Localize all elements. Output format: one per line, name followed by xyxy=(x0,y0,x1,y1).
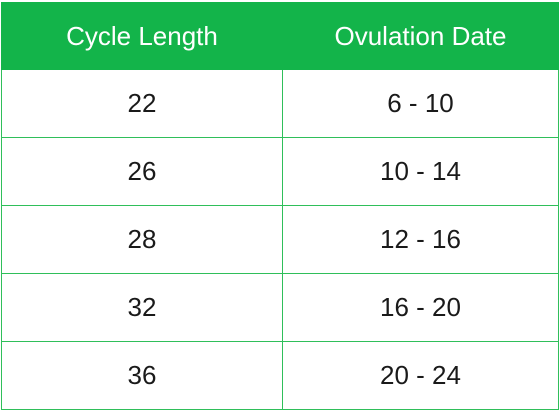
table-row: 28 12 - 16 xyxy=(1,205,559,274)
ovulation-date-cell: 6 - 10 xyxy=(282,69,559,138)
cycle-length-cell: 36 xyxy=(1,341,283,410)
table-header: Cycle Length Ovulation Date xyxy=(1,2,559,70)
cycle-length-cell: 28 xyxy=(1,205,283,274)
header-row: Cycle Length Ovulation Date xyxy=(1,2,559,70)
table-row: 36 20 - 24 xyxy=(1,341,559,410)
cycle-length-cell: 26 xyxy=(1,137,283,206)
ovulation-date-cell: 16 - 20 xyxy=(282,273,559,342)
ovulation-date-cell: 10 - 14 xyxy=(282,137,559,206)
table-body: 22 6 - 10 26 10 - 14 28 12 - 16 32 16 - … xyxy=(1,69,559,410)
ovulation-date-cell: 12 - 16 xyxy=(282,205,559,274)
header-ovulation-date: Ovulation Date xyxy=(282,2,559,70)
table-row: 22 6 - 10 xyxy=(1,69,559,138)
table-row: 32 16 - 20 xyxy=(1,273,559,342)
cycle-length-cell: 22 xyxy=(1,69,283,138)
table-row: 26 10 - 14 xyxy=(1,137,559,206)
cycle-length-cell: 32 xyxy=(1,273,283,342)
ovulation-date-cell: 20 - 24 xyxy=(282,341,559,410)
header-cycle-length: Cycle Length xyxy=(1,2,283,70)
